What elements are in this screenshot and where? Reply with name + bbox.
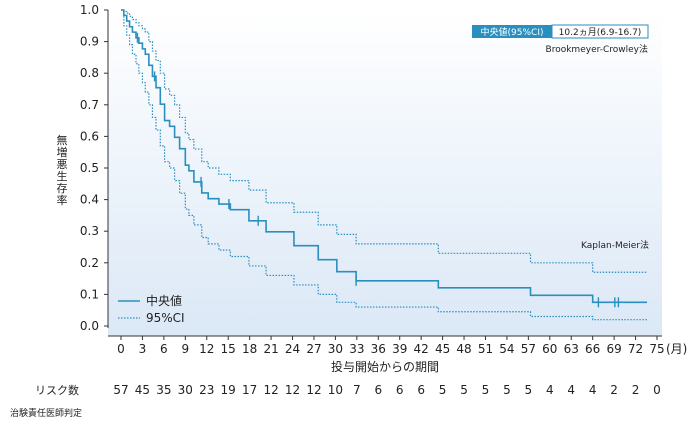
risk-count: 5 (503, 383, 511, 397)
x-tick-label: 15 (221, 342, 236, 356)
risk-count: 12 (306, 383, 321, 397)
median-box-label: 中央値(95%CI) (481, 26, 544, 38)
x-axis: 0 3 6 9 12 15 18 21 24 27 30 33 36 39 42 45 48 51 54 57 60 63… (108, 335, 687, 356)
series-line-2 (121, 9, 647, 273)
risk-count: 5 (525, 383, 533, 397)
series-line-0 (121, 9, 647, 304)
x-tick-label: 66 (585, 342, 600, 356)
y-tick-label: 0.7 (80, 98, 99, 112)
risk-count: 0 (653, 383, 661, 397)
x-unit-label: (月) (666, 342, 687, 356)
y-tick-label: 0.4 (80, 193, 99, 207)
risk-count: 2 (632, 383, 640, 397)
risk-count: 6 (374, 383, 382, 397)
risk-count: 2 (610, 383, 618, 397)
risk-count: 5 (439, 383, 447, 397)
legend: 中央値 95%CI (118, 293, 185, 325)
x-tick-label: 57 (521, 342, 536, 356)
risk-count: 6 (417, 383, 425, 397)
x-tick-label: 12 (199, 342, 214, 356)
x-tick-label: 69 (606, 342, 621, 356)
x-axis-label: 投与開始からの期間 (331, 359, 439, 374)
risk-count: 30 (178, 383, 193, 397)
y-tick-label: 1.0 (80, 3, 99, 17)
x-tick-label: 42 (414, 342, 429, 356)
x-tick-label: 33 (349, 342, 364, 356)
x-tick-label: 39 (392, 342, 407, 356)
risk-count: 6 (396, 383, 404, 397)
median-box: 中央値(95%CI) 10.2ヵ月(6.9-16.7) (472, 24, 649, 39)
x-tick-label: 18 (242, 342, 257, 356)
y-axis-label: 無増悪生存率 (57, 133, 68, 207)
x-tick-label: 48 (456, 342, 471, 356)
plot-background (108, 10, 662, 336)
km-note: Kaplan-Meier法 (581, 239, 649, 251)
y-tick-label: 0.0 (80, 319, 99, 333)
x-tick-label: 36 (371, 342, 386, 356)
median-box-value: 10.2ヵ月(6.9-16.7) (559, 27, 642, 38)
x-tick-label: 72 (628, 342, 643, 356)
risk-count: 5 (460, 383, 468, 397)
risk-count: 57 (113, 383, 128, 397)
series-layer (121, 9, 647, 321)
risk-label: リスク数 (35, 384, 79, 397)
risk-count: 23 (199, 383, 214, 397)
y-tick-label: 0.5 (80, 161, 99, 175)
x-tick-label: 6 (160, 342, 168, 356)
y-tick-label: 0.9 (80, 35, 99, 49)
legend-label-ci: 95%CI (146, 311, 185, 325)
risk-count: 45 (135, 383, 150, 397)
risk-count: 10 (328, 383, 343, 397)
x-tick-label: 27 (306, 342, 321, 356)
risk-count: 4 (546, 383, 554, 397)
risk-count: 4 (589, 383, 597, 397)
x-tick-label: 3 (139, 342, 147, 356)
x-tick-label: 54 (499, 342, 514, 356)
risk-count: 5 (482, 383, 490, 397)
footnote: 治験責任医師判定 (10, 407, 82, 419)
risk-count: 19 (221, 383, 236, 397)
risk-count: 35 (156, 383, 171, 397)
y-axis: 0.0 0.1 0.2 0.3 0.4 0.5 0.6 0.7 0.8 0.9 1.0 (80, 3, 109, 333)
risk-count: 4 (567, 383, 575, 397)
risk-row: 57 45 35 30 23 19 17 12 12 12 10 7 6 6 6 5 5 5 5 5 4 4 4 2 2 0 (113, 383, 660, 397)
x-tick-label: 45 (435, 342, 450, 356)
risk-count: 12 (263, 383, 278, 397)
y-tick-label: 0.6 (80, 129, 99, 143)
x-tick-label: 0 (117, 342, 125, 356)
y-tick-label: 0.8 (80, 66, 99, 80)
y-tick-label: 0.3 (80, 224, 99, 238)
x-tick-label: 60 (542, 342, 557, 356)
risk-count: 12 (285, 383, 300, 397)
legend-label-median: 中央値 (146, 293, 182, 308)
x-tick-label: 75 (649, 342, 664, 356)
x-tick-label: 24 (285, 342, 300, 356)
x-tick-label: 21 (263, 342, 278, 356)
risk-count: 7 (353, 383, 361, 397)
x-tick-label: 51 (478, 342, 493, 356)
risk-count: 17 (242, 383, 257, 397)
x-tick-label: 9 (181, 342, 189, 356)
method-note: Brookmeyer-Crowley法 (546, 43, 648, 55)
y-tick-label: 0.1 (80, 287, 99, 301)
y-tick-label: 0.2 (80, 256, 99, 270)
x-tick-label: 30 (328, 342, 343, 356)
x-tick-label: 63 (564, 342, 579, 356)
